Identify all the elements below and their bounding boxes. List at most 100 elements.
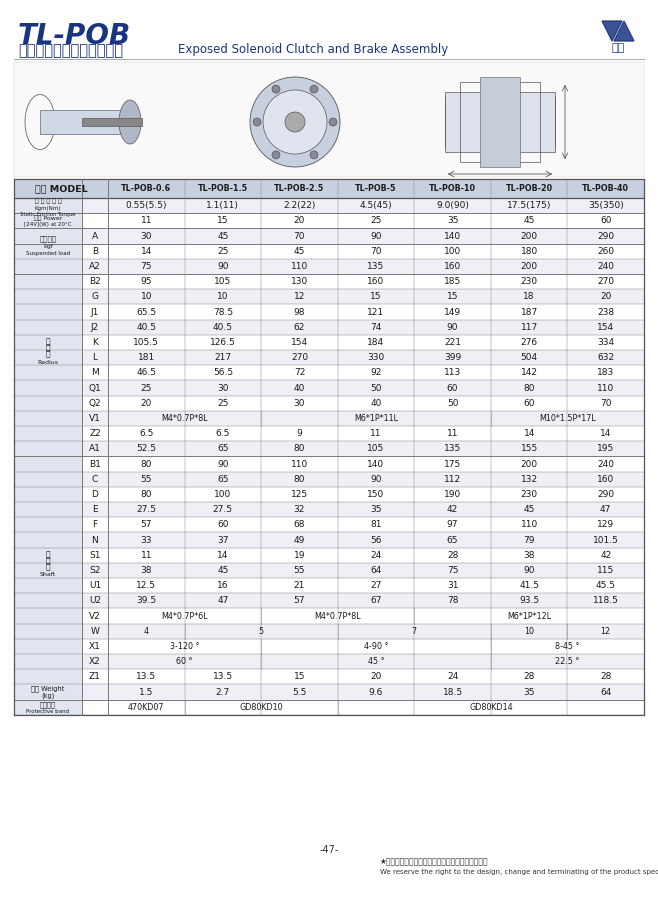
Text: 47: 47	[600, 505, 611, 514]
Text: 6.5: 6.5	[216, 429, 230, 438]
Text: 8-45 °: 8-45 °	[555, 642, 580, 651]
Text: 160: 160	[444, 262, 461, 271]
Text: [24V](W) at 20°C: [24V](W) at 20°C	[24, 222, 72, 227]
Text: Shaft: Shaft	[40, 572, 56, 578]
Bar	[14, 62, 644, 177]
Bar	[82, 518, 644, 533]
Text: 72: 72	[293, 369, 305, 378]
Text: 184: 184	[367, 338, 384, 347]
Text: 2.2(22): 2.2(22)	[283, 201, 316, 210]
Text: M6*1P*11L: M6*1P*11L	[354, 414, 398, 422]
Bar	[82, 229, 644, 244]
Text: 49: 49	[293, 536, 305, 544]
Text: 110: 110	[597, 384, 615, 393]
Text: 155: 155	[520, 444, 538, 453]
Text: 240: 240	[597, 262, 614, 271]
Text: 20: 20	[600, 292, 611, 301]
Bar	[82, 365, 644, 380]
Text: 懸垂負荷: 懸垂負荷	[39, 235, 57, 242]
Text: 41.5: 41.5	[519, 581, 539, 590]
Bar	[14, 213, 82, 229]
Text: 10: 10	[524, 627, 534, 636]
Text: J1: J1	[91, 308, 99, 317]
Polygon shape	[614, 21, 634, 41]
Text: 399: 399	[444, 353, 461, 362]
Text: 100: 100	[444, 247, 461, 256]
Bar	[40, 110, 130, 134]
Text: 25: 25	[217, 247, 228, 256]
Text: 142: 142	[520, 369, 538, 378]
Text: D: D	[91, 490, 99, 499]
Text: 135: 135	[367, 262, 385, 271]
Text: 45: 45	[524, 216, 535, 225]
Bar	[82, 335, 644, 350]
Text: 4: 4	[144, 627, 149, 636]
Bar	[14, 441, 82, 684]
Bar	[82, 502, 644, 518]
Text: B: B	[92, 247, 98, 256]
Text: 180: 180	[520, 247, 538, 256]
Bar	[82, 441, 644, 457]
Text: 217: 217	[215, 353, 232, 362]
Text: 40: 40	[293, 384, 305, 393]
Text: 25: 25	[370, 216, 382, 225]
Text: 7: 7	[412, 627, 417, 636]
Text: M4*0.7P*6L: M4*0.7P*6L	[161, 612, 208, 621]
Text: 101.5: 101.5	[593, 536, 619, 544]
Text: 154: 154	[597, 323, 615, 332]
Text: (kg): (kg)	[41, 692, 55, 700]
Circle shape	[250, 77, 340, 167]
Text: 9: 9	[297, 429, 302, 438]
Text: 221: 221	[444, 338, 461, 347]
Text: 56.5: 56.5	[213, 369, 233, 378]
Text: GD80KD10: GD80KD10	[240, 702, 283, 711]
Text: 126.5: 126.5	[210, 338, 236, 347]
Text: 160: 160	[597, 475, 615, 483]
Text: 35(350): 35(350)	[588, 201, 624, 210]
Text: M4*0.7P*8L: M4*0.7P*8L	[161, 414, 208, 422]
Text: 175: 175	[444, 459, 461, 468]
Text: 2.7: 2.7	[216, 687, 230, 696]
Text: 276: 276	[520, 338, 538, 347]
Text: 27.5: 27.5	[213, 505, 233, 514]
Bar	[82, 562, 644, 578]
Text: 24: 24	[370, 551, 382, 560]
Text: TL-POB-40: TL-POB-40	[582, 184, 629, 193]
Text: 42: 42	[600, 551, 611, 560]
Text: 50: 50	[447, 398, 459, 408]
Text: 徑: 徑	[45, 337, 50, 346]
Bar	[82, 700, 644, 715]
Text: 75: 75	[447, 566, 459, 575]
Text: 65.5: 65.5	[136, 308, 157, 317]
Text: 30: 30	[141, 231, 152, 240]
Text: 45: 45	[524, 505, 535, 514]
Text: J2: J2	[91, 323, 99, 332]
Text: Q2: Q2	[89, 398, 101, 408]
Bar	[82, 669, 644, 684]
Text: 20: 20	[141, 398, 152, 408]
Text: 97: 97	[447, 520, 459, 529]
Text: 130: 130	[291, 277, 308, 286]
Text: G: G	[91, 292, 99, 301]
Circle shape	[272, 151, 280, 159]
Text: Radius: Radius	[38, 360, 59, 364]
Text: 46.5: 46.5	[136, 369, 157, 378]
Text: 154: 154	[291, 338, 308, 347]
Text: 35: 35	[370, 505, 382, 514]
Bar	[14, 179, 644, 715]
Bar	[82, 396, 644, 411]
Text: 334: 334	[597, 338, 615, 347]
Bar	[14, 179, 644, 198]
Bar	[14, 684, 82, 700]
Text: 110: 110	[291, 262, 308, 271]
Text: 31: 31	[447, 581, 459, 590]
Text: 35: 35	[523, 687, 535, 696]
Text: 4.5(45): 4.5(45)	[360, 201, 392, 210]
Text: TL-POB-5: TL-POB-5	[355, 184, 397, 193]
Text: 93.5: 93.5	[519, 597, 539, 605]
Text: 183: 183	[597, 369, 615, 378]
Text: M6*1P*12L: M6*1P*12L	[507, 612, 551, 621]
Text: 向: 向	[45, 350, 50, 359]
Text: 25: 25	[141, 384, 152, 393]
Text: 132: 132	[520, 475, 538, 483]
